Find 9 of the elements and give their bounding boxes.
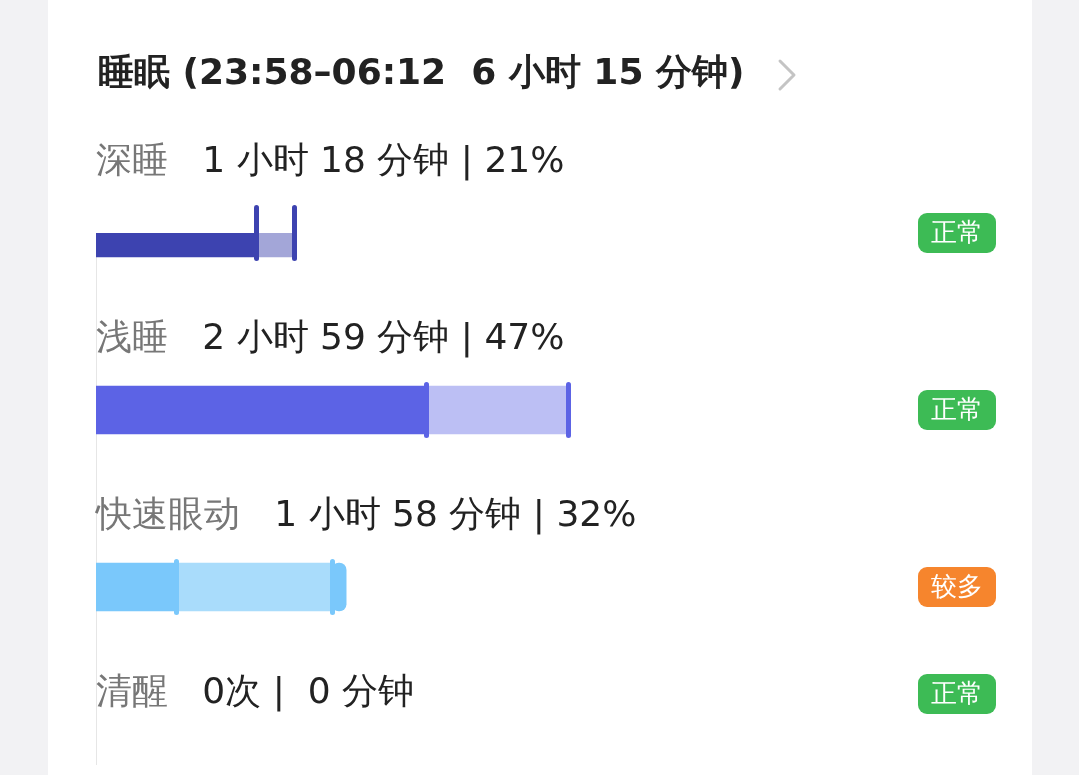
text: 正常 bbox=[931, 677, 983, 708]
chart-title: 睡眠 (23:58–06:12 6 小时 15 分钟) bbox=[98, 51, 745, 93]
text: 正常 bbox=[931, 393, 983, 424]
y-tick-label: 清醒 0次 | 0 分钟 bbox=[96, 670, 415, 713]
y-tick-label: 快速眼动 1 小时 58 分钟 | 32% bbox=[94, 493, 637, 536]
y-tick-label: 浅睡 2 小时 59 分钟 | 47% bbox=[96, 316, 565, 359]
text: 正常 bbox=[931, 216, 983, 247]
text: 较多 bbox=[931, 570, 983, 601]
y-tick-label: 深睡 1 小时 18 分钟 | 21% bbox=[96, 139, 565, 182]
